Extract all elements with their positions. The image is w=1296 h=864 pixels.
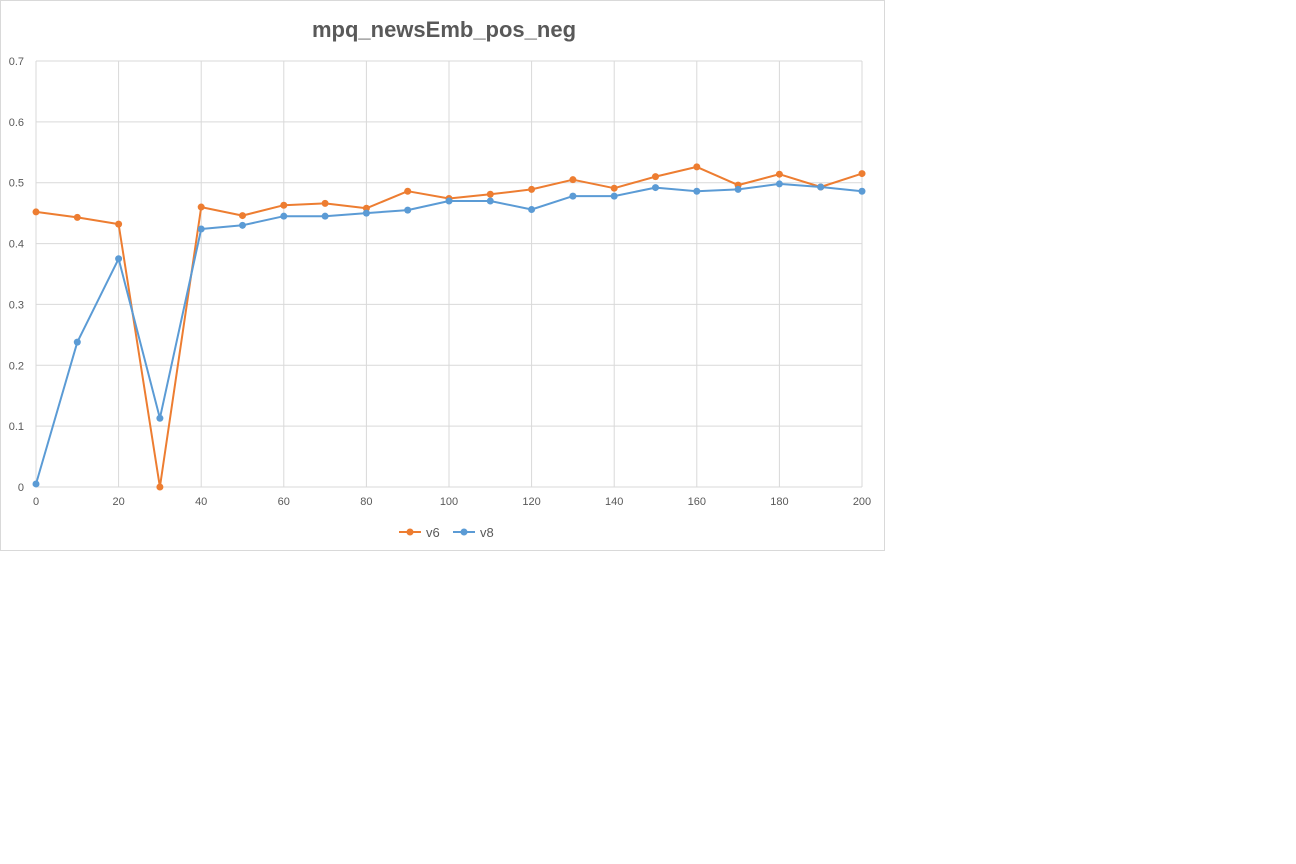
data-point-v8	[528, 205, 536, 213]
x-tick-label: 180	[770, 496, 788, 508]
y-tick-label: 0.1	[9, 421, 24, 433]
data-point-v8	[486, 197, 494, 205]
series-v8	[32, 180, 866, 488]
x-tick-label: 0	[33, 496, 39, 508]
grid	[35, 60, 863, 488]
x-tick-label: 120	[522, 496, 540, 508]
data-point-v6	[156, 483, 164, 491]
data-point-v8	[858, 187, 866, 195]
y-tick-label: 0.6	[9, 117, 24, 129]
series-layer	[32, 163, 866, 491]
data-point-v8	[362, 209, 370, 217]
data-point-v6	[239, 212, 246, 220]
data-point-v6	[197, 203, 205, 211]
data-point-v8	[652, 184, 659, 192]
y-tick-label: 0.4	[9, 239, 24, 251]
data-point-v6	[73, 213, 81, 221]
legend-marker-v8	[460, 528, 468, 536]
x-tick-label: 60	[278, 496, 290, 508]
x-tick-label: 80	[360, 496, 372, 508]
y-tick-label: 0.7	[9, 56, 24, 68]
data-point-v6	[404, 187, 412, 195]
data-point-v6	[528, 185, 536, 193]
x-tick-label: 20	[112, 496, 124, 508]
data-point-v8	[156, 414, 164, 422]
data-point-v8	[569, 192, 577, 200]
data-point-v8	[404, 206, 412, 214]
data-point-v8	[693, 187, 701, 195]
line-chart: mpq_newsEmb_pos_neg 00.10.20.30.40.50.60…	[9, 17, 871, 540]
data-point-v6	[362, 204, 370, 212]
data-point-v8	[73, 338, 81, 346]
data-point-v6	[858, 170, 866, 178]
legend-item-v6: v6	[399, 525, 440, 540]
y-tick-label: 0.2	[9, 360, 24, 372]
legend: v6 v8	[399, 525, 494, 540]
legend-item-v8: v8	[453, 525, 494, 540]
data-point-v8	[734, 185, 742, 193]
data-point-v6	[693, 163, 701, 171]
chart-frame: mpq_newsEmb_pos_neg 0 0.1 0.2 0.3 0.4 0.5 0.6 0…	[0, 0, 885, 551]
data-point-v8	[775, 180, 783, 188]
x-tick-label: 140	[605, 496, 623, 508]
x-tick-label: 40	[195, 496, 207, 508]
data-point-v8	[817, 183, 825, 191]
axis-tick-labels: 0 0.1 0.2 0.3 0.4 0.5 0.6 0.7 0 20 40 60 80 100 120 140…	[9, 56, 871, 508]
data-point-v8	[445, 197, 453, 205]
y-tick-label: 0	[18, 482, 24, 494]
data-point-v6	[280, 201, 288, 209]
data-point-v6	[321, 199, 329, 207]
x-tick-label: 200	[853, 496, 871, 508]
data-point-v6	[569, 176, 577, 184]
data-point-v6	[486, 190, 494, 198]
data-point-v8	[321, 212, 329, 220]
y-tick-label: 0.5	[9, 178, 24, 190]
legend-label-v6: v6	[426, 525, 440, 540]
data-point-v6	[775, 170, 783, 178]
data-point-v8	[197, 225, 205, 233]
data-point-v6	[32, 208, 40, 216]
x-tick-label: 100	[440, 496, 458, 508]
data-point-v6	[115, 220, 123, 228]
data-point-v6	[652, 173, 659, 181]
data-point-v8	[239, 221, 246, 229]
data-point-v8	[115, 255, 123, 263]
data-point-v6	[610, 184, 618, 192]
chart-title: mpq_newsEmb_pos_neg	[312, 17, 576, 42]
legend-label-v8: v8	[480, 525, 494, 540]
y-tick-label: 0.3	[9, 299, 24, 311]
x-tick-label: 160	[688, 496, 706, 508]
legend-marker-v6	[406, 528, 414, 536]
data-point-v8	[610, 192, 618, 200]
data-point-v8	[280, 212, 288, 220]
data-point-v8	[32, 480, 40, 488]
